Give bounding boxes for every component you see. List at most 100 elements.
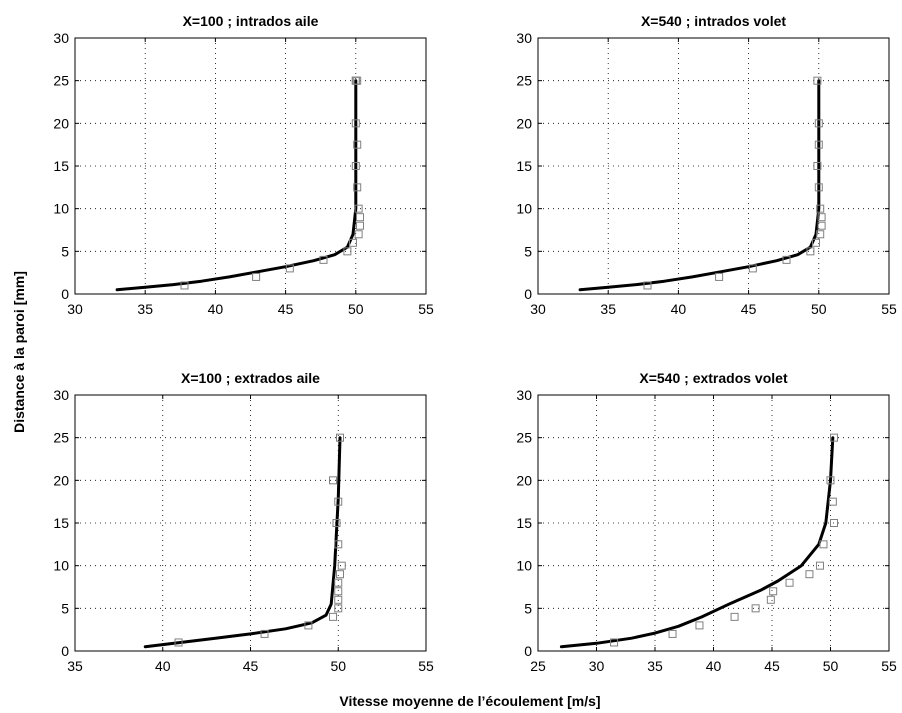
data-point (730, 612, 739, 621)
data-point (815, 561, 824, 570)
data-point (816, 230, 825, 239)
data-point (826, 476, 835, 485)
model-curve (559, 436, 835, 649)
x-tick-label: 55 (418, 301, 434, 317)
y-tick-label: 0 (61, 643, 69, 659)
x-tick-label: 45 (764, 658, 780, 674)
data-point (334, 540, 343, 549)
data-point (813, 76, 822, 85)
x-tick-label: 35 (600, 301, 616, 317)
data-point (785, 578, 794, 587)
y-tick-label: 0 (524, 286, 532, 302)
data-point (260, 629, 269, 638)
data-point (180, 281, 189, 290)
data-point (351, 76, 360, 85)
y-tick-label: 15 (53, 515, 69, 531)
data-point (805, 570, 814, 579)
x-tick-label: 45 (243, 658, 259, 674)
y-tick-label: 5 (524, 243, 532, 259)
x-tick-label: 50 (811, 301, 827, 317)
data-point (817, 221, 826, 230)
data-point (348, 238, 357, 247)
y-tick-label: 10 (53, 201, 69, 217)
data-point (695, 621, 704, 630)
x-tick-label: 55 (881, 301, 897, 317)
subplot-3: X=100 ; extrados aile 35 40 45 50 55 0 5 10 15 20 2… (53, 370, 434, 674)
y-tick-label: 25 (516, 73, 532, 89)
data-point (351, 119, 360, 128)
data-point (668, 629, 677, 638)
model-curve (115, 79, 358, 292)
figure-y-label: Distance à la paroi [mm] (11, 271, 27, 433)
data-point (813, 162, 822, 170)
data-point (336, 433, 345, 442)
data-point (353, 140, 362, 149)
y-tick-label: 15 (516, 158, 532, 174)
data-point (343, 247, 352, 256)
y-tick-label: 25 (53, 430, 69, 446)
y-tick-label: 5 (524, 600, 532, 616)
y-tick-label: 30 (53, 387, 69, 403)
data-point (830, 433, 839, 442)
data-point (356, 213, 365, 222)
data-point (816, 204, 825, 213)
data-point (334, 595, 343, 604)
y-tick-label: 0 (524, 643, 532, 659)
data-point (751, 604, 760, 613)
data-point (351, 162, 360, 170)
x-tick-label: 30 (67, 301, 83, 317)
chart-title: X=540 ; extrados volet (639, 370, 788, 386)
figure-x-label: Vitesse moyenne de l’écoulement [m/s] (339, 693, 600, 709)
data-point (252, 272, 261, 281)
y-tick-label: 20 (53, 472, 69, 488)
data-point (304, 621, 313, 630)
y-tick-label: 25 (516, 430, 532, 446)
x-tick-label: 35 (647, 658, 663, 674)
data-point (285, 264, 294, 273)
subplot-4: X=540 ; extrados volet 25 30 35 40 45 50 55 0 5 10… (516, 370, 897, 674)
data-point (328, 476, 337, 485)
data-point (817, 213, 826, 222)
y-tick-label: 0 (61, 286, 69, 302)
x-tick-label: 35 (137, 301, 153, 317)
data-point (769, 587, 778, 596)
data-point (748, 264, 757, 273)
data-point (814, 183, 823, 192)
data-point (174, 638, 183, 647)
x-tick-label: 40 (706, 658, 722, 674)
x-tick-label: 50 (823, 658, 839, 674)
data-point (830, 519, 839, 527)
data-point (814, 119, 823, 128)
data-point (336, 570, 345, 579)
data-point (715, 272, 724, 281)
y-tick-label: 5 (61, 243, 69, 259)
y-tick-label: 20 (53, 115, 69, 131)
data-point (356, 221, 365, 230)
x-tick-label: 40 (671, 301, 687, 317)
x-tick-label: 50 (348, 301, 364, 317)
chart-title: X=100 ; extrados aile (181, 370, 320, 386)
x-tick-label: 30 (589, 658, 605, 674)
y-tick-label: 15 (53, 158, 69, 174)
data-point (328, 612, 337, 621)
model-curve (143, 436, 342, 649)
data-point (828, 497, 837, 506)
data-point (354, 204, 363, 213)
data-point (814, 140, 823, 149)
x-tick-label: 25 (530, 658, 546, 674)
data-point (643, 281, 652, 290)
y-tick-label: 25 (53, 73, 69, 89)
x-tick-label: 35 (67, 658, 83, 674)
y-tick-label: 30 (53, 30, 69, 46)
y-tick-label: 10 (516, 201, 532, 217)
data-point (334, 587, 343, 596)
data-point (319, 255, 328, 264)
y-tick-label: 30 (516, 30, 532, 46)
data-point (819, 540, 828, 549)
y-tick-label: 20 (516, 472, 532, 488)
x-tick-label: 45 (741, 301, 757, 317)
y-tick-label: 30 (516, 387, 532, 403)
data-point (334, 604, 343, 613)
y-tick-label: 5 (61, 600, 69, 616)
